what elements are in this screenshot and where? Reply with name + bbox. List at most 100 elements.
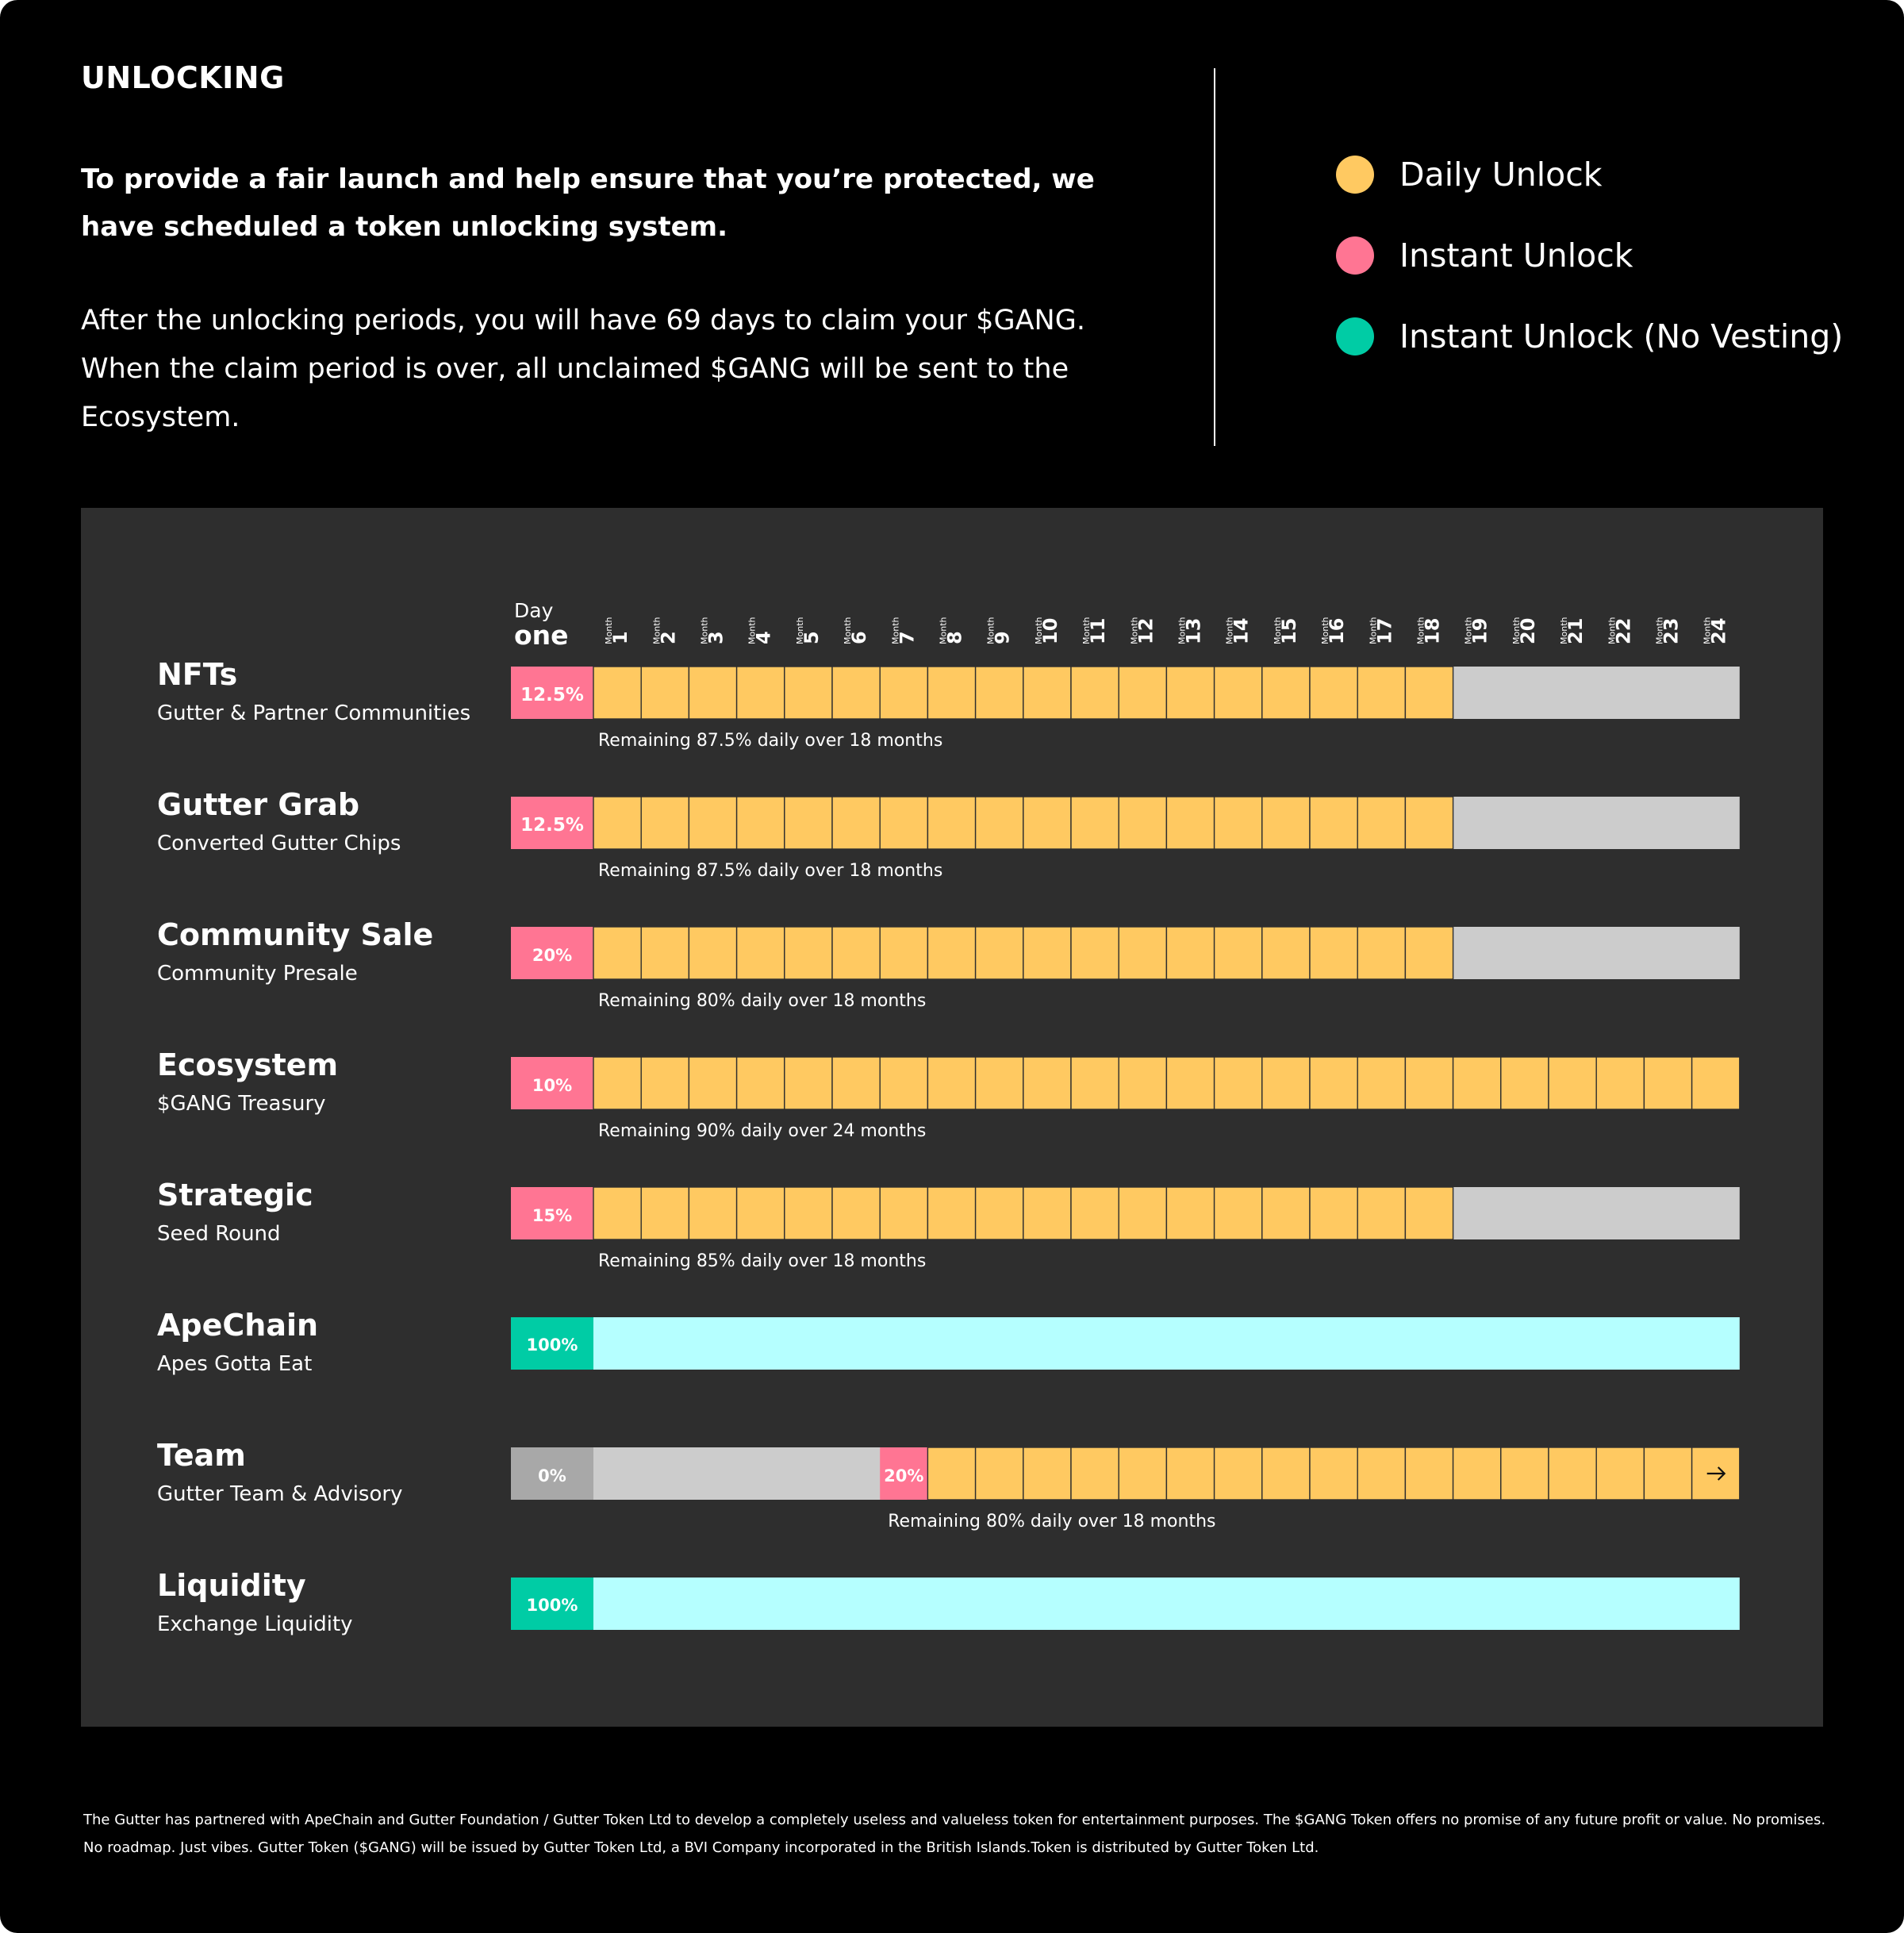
no-vesting-bar-liquidity bbox=[511, 1578, 1740, 1630]
daily-unlock-cell-ecosystem bbox=[1500, 1056, 1549, 1110]
row-note-team: Remaining 80% daily over 18 months bbox=[888, 1512, 1215, 1531]
daily-unlock-cell-nfts bbox=[1404, 666, 1454, 720]
daily-unlock-cell-ecosystem bbox=[1357, 1056, 1407, 1110]
legend-item-instant-unlock: Instant Unlock bbox=[1336, 232, 1633, 279]
month-number: 10 bbox=[1039, 618, 1061, 644]
daily-unlock-cell-community-sale bbox=[1118, 926, 1168, 980]
daily-unlock-cell-ecosystem bbox=[784, 1056, 833, 1110]
month-word: Month bbox=[1511, 617, 1522, 644]
month-number: 15 bbox=[1278, 618, 1300, 644]
row-note-strategic: Remaining 85% daily over 18 months bbox=[598, 1251, 926, 1271]
instant-label-apechain: 100% bbox=[527, 1335, 578, 1355]
instant-label-community-sale: 20% bbox=[532, 946, 572, 965]
daily-unlock-cell-ecosystem bbox=[879, 1056, 929, 1110]
daily-unlock-cell-nfts bbox=[1213, 666, 1263, 720]
row-subtitle-gutter-grab: Converted Gutter Chips bbox=[157, 832, 401, 855]
daily-unlock-cell-strategic bbox=[640, 1186, 690, 1240]
daily-unlock-cell-gutter-grab bbox=[735, 796, 785, 850]
month-word: Month bbox=[1177, 617, 1188, 644]
daily-unlock-cell-nfts bbox=[1309, 666, 1358, 720]
legend-item-daily-unlock: Daily Unlock bbox=[1336, 151, 1603, 198]
daily-unlock-cell-team bbox=[1452, 1447, 1502, 1501]
month-number: 13 bbox=[1183, 618, 1205, 644]
daily-unlock-cell-gutter-grab bbox=[927, 796, 977, 850]
daily-unlock-cell-nfts bbox=[688, 666, 738, 720]
cliff-segment-team bbox=[880, 1447, 928, 1500]
daily-unlock-cell-gutter-grab bbox=[1070, 796, 1119, 850]
daily-unlock-cell-community-sale bbox=[593, 926, 642, 980]
legend-label: Daily Unlock bbox=[1399, 156, 1603, 194]
daily-unlock-cell-gutter-grab bbox=[974, 796, 1024, 850]
month-number: 16 bbox=[1326, 618, 1348, 644]
daily-unlock-cell-nfts bbox=[879, 666, 929, 720]
month-number: 9 bbox=[992, 631, 1014, 644]
row-title-team: Team bbox=[157, 1438, 246, 1473]
daily-unlock-cell-team bbox=[1023, 1447, 1072, 1501]
body-text: After the unlocking periods, you will ha… bbox=[81, 305, 1085, 433]
daily-unlock-cell-team bbox=[1261, 1447, 1311, 1501]
daily-unlock-cell-gutter-grab bbox=[1261, 796, 1311, 850]
month-word: Month bbox=[651, 617, 662, 644]
daily-unlock-cell-strategic bbox=[1309, 1186, 1358, 1240]
daily-unlock-cell-community-sale bbox=[1261, 926, 1311, 980]
daily-unlock-cell-team bbox=[927, 1447, 977, 1501]
daily-unlock-cell-ecosystem bbox=[1404, 1056, 1454, 1110]
instant-segment-team bbox=[511, 1447, 593, 1500]
month-number: 19 bbox=[1469, 618, 1491, 644]
daily-unlock-cell-ecosystem bbox=[1309, 1056, 1358, 1110]
daily-unlock-cell-nfts bbox=[831, 666, 881, 720]
daily-unlock-cell-strategic bbox=[1023, 1186, 1072, 1240]
daily-unlock-cell-ecosystem bbox=[1548, 1056, 1597, 1110]
daily-unlock-cell-strategic bbox=[784, 1186, 833, 1240]
daily-unlock-cell-strategic bbox=[1404, 1186, 1454, 1240]
daily-unlock-cell-gutter-grab bbox=[1118, 796, 1168, 850]
daily-unlock-cell-ecosystem bbox=[593, 1056, 642, 1110]
instant-segment-nfts bbox=[511, 667, 593, 719]
daily-unlock-cell-community-sale bbox=[1357, 926, 1407, 980]
row-title-nfts: NFTs bbox=[157, 657, 237, 692]
daily-unlock-cell-community-sale bbox=[1309, 926, 1358, 980]
daily-unlock-cell-community-sale bbox=[1404, 926, 1454, 980]
daily-unlock-cell-ecosystem bbox=[1643, 1056, 1693, 1110]
instant-segment-apechain bbox=[511, 1317, 593, 1370]
row-subtitle-community-sale: Community Presale bbox=[157, 962, 358, 986]
row-title-ecosystem: Ecosystem bbox=[157, 1047, 338, 1082]
daily-unlock-cell-team bbox=[1548, 1447, 1597, 1501]
daily-unlock-cell-community-sale bbox=[1213, 926, 1263, 980]
daily-unlock-cell-nfts bbox=[1261, 666, 1311, 720]
month-word: Month bbox=[1464, 617, 1474, 644]
daily-unlock-cell-nfts bbox=[640, 666, 690, 720]
daily-unlock-cell-nfts bbox=[1023, 666, 1072, 720]
month-word: Month bbox=[1034, 617, 1044, 644]
instant-label-strategic: 15% bbox=[532, 1206, 572, 1225]
month-number: 3 bbox=[705, 631, 727, 644]
daily-unlock-cell-strategic bbox=[688, 1186, 738, 1240]
daily-unlock-cell-nfts bbox=[1165, 666, 1215, 720]
instant-label-gutter-grab: 12.5% bbox=[520, 815, 584, 836]
daily-unlock-cell-gutter-grab bbox=[879, 796, 929, 850]
row-note-nfts: Remaining 87.5% daily over 18 months bbox=[598, 731, 942, 751]
daily-unlock-cell-gutter-grab bbox=[593, 796, 642, 850]
daily-unlock-cell-gutter-grab bbox=[688, 796, 738, 850]
daily-unlock-cell-strategic bbox=[1118, 1186, 1168, 1240]
month-number: 8 bbox=[944, 631, 966, 644]
month-word: Month bbox=[700, 617, 710, 644]
row-subtitle-liquidity: Exchange Liquidity bbox=[157, 1612, 353, 1636]
legend-item-no-vesting: Instant Unlock (No Vesting) bbox=[1336, 313, 1843, 360]
row-title-gutter-grab: Gutter Grab bbox=[157, 787, 359, 822]
daily-unlock-cell-gutter-grab bbox=[1165, 796, 1215, 850]
daily-unlock-cell-gutter-grab bbox=[640, 796, 690, 850]
footer-disclaimer: The Gutter has partnered with ApeChain a… bbox=[83, 1812, 1826, 1856]
daily-unlock-cell-team bbox=[1118, 1447, 1168, 1501]
